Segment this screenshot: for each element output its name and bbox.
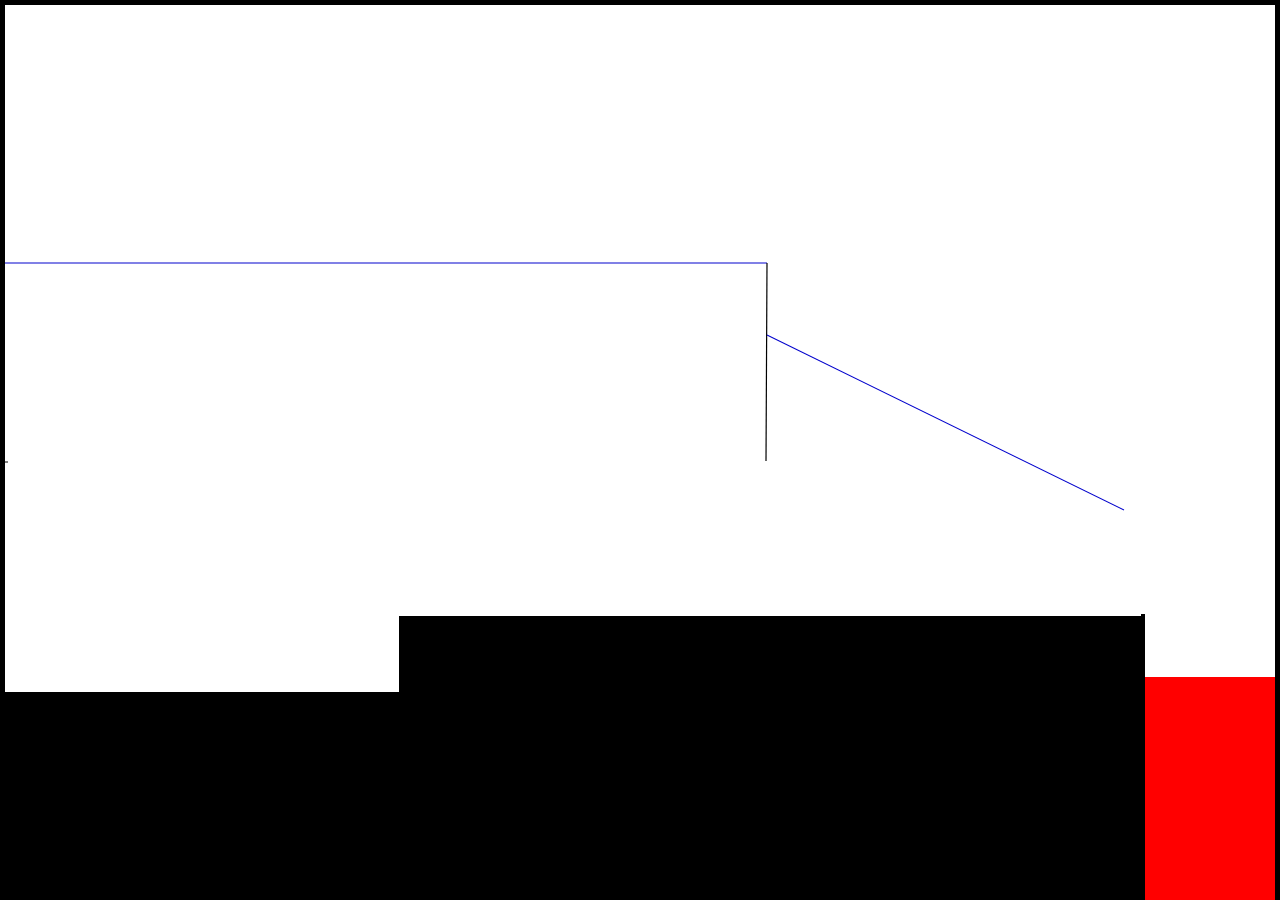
right-frame-strip [1275, 677, 1280, 900]
hazard-block [1145, 677, 1275, 900]
floor-notch [1141, 614, 1145, 617]
